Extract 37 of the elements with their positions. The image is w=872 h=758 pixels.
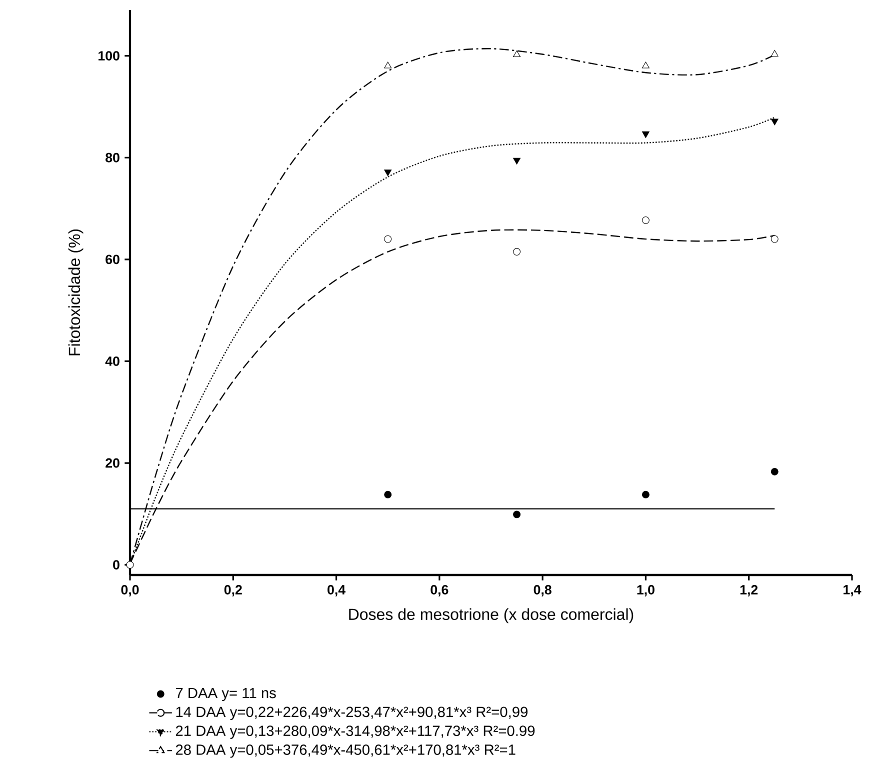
point xyxy=(126,561,134,569)
point xyxy=(770,468,778,476)
point xyxy=(642,216,650,224)
point xyxy=(642,131,650,138)
y-axis-title: Fitotoxicidade (%) xyxy=(68,230,84,356)
legend-label: 14 DAA y=0,22+226,49*x-253,47*x²+90,81*x³ R²=0,99 xyxy=(176,706,528,720)
point xyxy=(384,235,392,243)
x-tick-label: 0,4 xyxy=(328,585,346,596)
point xyxy=(384,170,392,176)
y-tick-label: 60 xyxy=(106,254,120,264)
point xyxy=(513,158,521,164)
point xyxy=(384,490,392,498)
y-tick-label: 40 xyxy=(105,356,120,366)
point xyxy=(513,50,521,58)
x-tick-label: 0,0 xyxy=(121,585,139,596)
legend-label: 21 DAA y=0,13+280,09*x-314,98*x²+117,73*x³ R²=0.99 xyxy=(176,726,535,739)
legend-label: 7 DAA y= 11 ns xyxy=(176,688,276,702)
point xyxy=(770,118,778,126)
y-tick-label: 80 xyxy=(106,152,120,162)
y-tick-label: 0 xyxy=(113,560,120,570)
y-tick-label: 100 xyxy=(98,51,120,61)
x-tick-label: 1,4 xyxy=(844,585,862,596)
point xyxy=(642,62,650,68)
x-tick-label: 1,2 xyxy=(740,585,758,596)
legend-label: 28 DAA y=0,05+376,49*x-450,61*x²+170,81*x³ R²=1 xyxy=(176,744,516,758)
x-tick-label: 0,6 xyxy=(430,585,448,596)
x-tick-label: 0,2 xyxy=(224,585,242,596)
x-tick-label: 0,8 xyxy=(534,585,552,596)
y-tick-label: 20 xyxy=(106,458,120,468)
point xyxy=(770,235,778,243)
x-tick-label: 1,0 xyxy=(637,585,654,596)
point xyxy=(642,490,650,498)
point xyxy=(770,50,778,57)
x-axis-title: Doses de mesotrione (x dose comercial) xyxy=(349,608,634,624)
point xyxy=(513,248,521,256)
point xyxy=(384,62,392,68)
point xyxy=(513,510,521,518)
